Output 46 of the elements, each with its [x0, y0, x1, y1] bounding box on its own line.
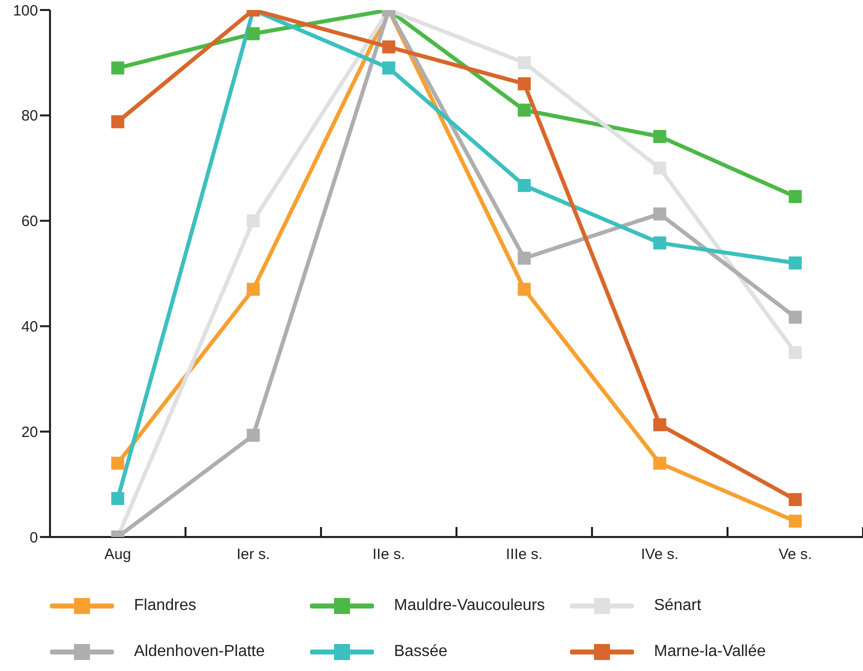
point — [653, 207, 666, 220]
legend-label: Aldenhoven-Platte — [134, 643, 265, 661]
x-tick-label: IIIe s. — [506, 546, 543, 563]
legend-label: Bassée — [394, 643, 448, 661]
x-tick-label: Ier s. — [236, 546, 270, 563]
y-tick-label: 80 — [21, 108, 38, 125]
point — [518, 77, 531, 90]
y-tick-label: 60 — [21, 213, 38, 230]
point — [653, 456, 666, 470]
x-tick-label: IIe s. — [372, 546, 406, 563]
y-tick-label: 40 — [21, 318, 38, 336]
point — [653, 418, 666, 432]
point — [788, 190, 802, 204]
legend-label: Marne-la-Vallée — [654, 643, 766, 661]
point — [518, 178, 531, 192]
point — [111, 61, 124, 74]
point — [653, 236, 666, 250]
point — [382, 61, 396, 74]
point — [788, 493, 802, 506]
legend-label: Flandres — [134, 597, 196, 615]
point — [246, 214, 260, 228]
point — [788, 346, 802, 360]
point — [111, 492, 124, 506]
point — [246, 282, 260, 296]
point — [518, 104, 531, 117]
point — [111, 456, 124, 470]
point — [518, 56, 531, 70]
point — [518, 282, 531, 296]
x-tick-label: IVe s. — [640, 546, 679, 563]
y-tick-label: 100 — [12, 2, 38, 20]
point — [246, 27, 260, 40]
point — [788, 310, 802, 324]
point — [653, 130, 666, 143]
point — [518, 252, 531, 265]
y-tick-label: 20 — [21, 424, 38, 441]
y-tick-label: 0 — [30, 529, 38, 546]
point — [382, 40, 396, 54]
x-tick-label: Ve s. — [778, 546, 812, 563]
point — [653, 162, 666, 175]
point — [788, 514, 802, 528]
point — [788, 256, 802, 270]
legend-label: Sénart — [654, 597, 702, 615]
point — [246, 428, 260, 442]
legend-label: Mauldre-Vaucouleurs — [394, 597, 545, 615]
point — [111, 115, 124, 128]
x-tick-label: Aug — [104, 546, 132, 563]
